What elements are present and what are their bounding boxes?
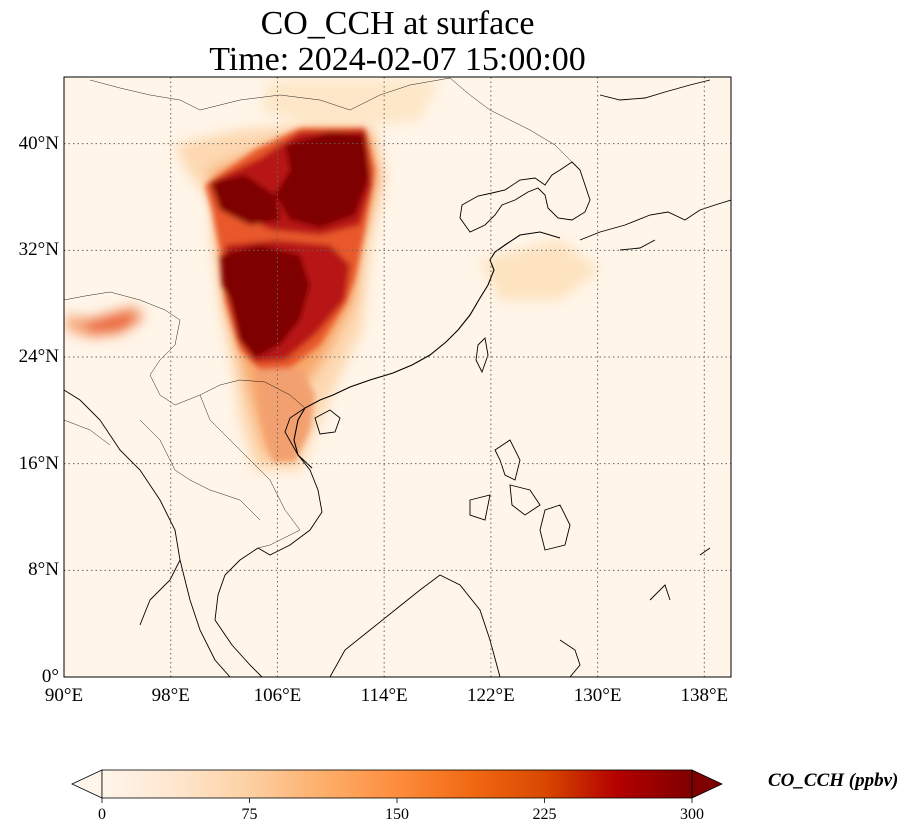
map-subtitle-time: Time: 2024-02-07 15:00:00 [209,41,586,78]
co-concentration-field [66,80,600,470]
map-plot-area [64,77,731,677]
colorbar-gradient [102,770,692,798]
y-tick-label: 24°N [18,346,59,367]
y-tick-label: 8°N [28,559,59,581]
colorbar-tick-label: 75 [241,806,258,823]
x-tick-label: 138°E [680,685,729,706]
y-tick-label: 32°N [18,239,59,261]
y-tick-label: 16°N [18,452,59,474]
x-tick-label: 90°E [44,685,84,706]
y-tick-label: 0° [41,666,59,687]
map-frame [63,76,732,678]
map-gridlines [64,77,731,677]
coastlines [64,79,731,677]
y-tick-label: 40°N [18,132,59,154]
colorbar-tick-label: 150 [385,806,409,823]
colorbar-tick-label: 300 [680,806,704,823]
colorbar-label: CO_CCH (ppbv) [768,770,899,791]
x-tick-label: 114°E [360,685,408,706]
x-tick-label: 98°E [151,685,190,706]
country-borders [64,77,573,549]
colorbar-extend-max [691,769,723,799]
map-title: CO_CCH at surface [260,5,535,42]
colorbar-extend-min [71,769,103,799]
colorbar-tick-label: 225 [532,806,557,823]
colorbar-tick-label: 0 [98,806,106,823]
x-tick-label: 122°E [467,685,515,706]
x-tick-label: 130°E [573,685,622,706]
x-tick-label: 106°E [253,685,302,706]
colorbar [71,769,723,803]
